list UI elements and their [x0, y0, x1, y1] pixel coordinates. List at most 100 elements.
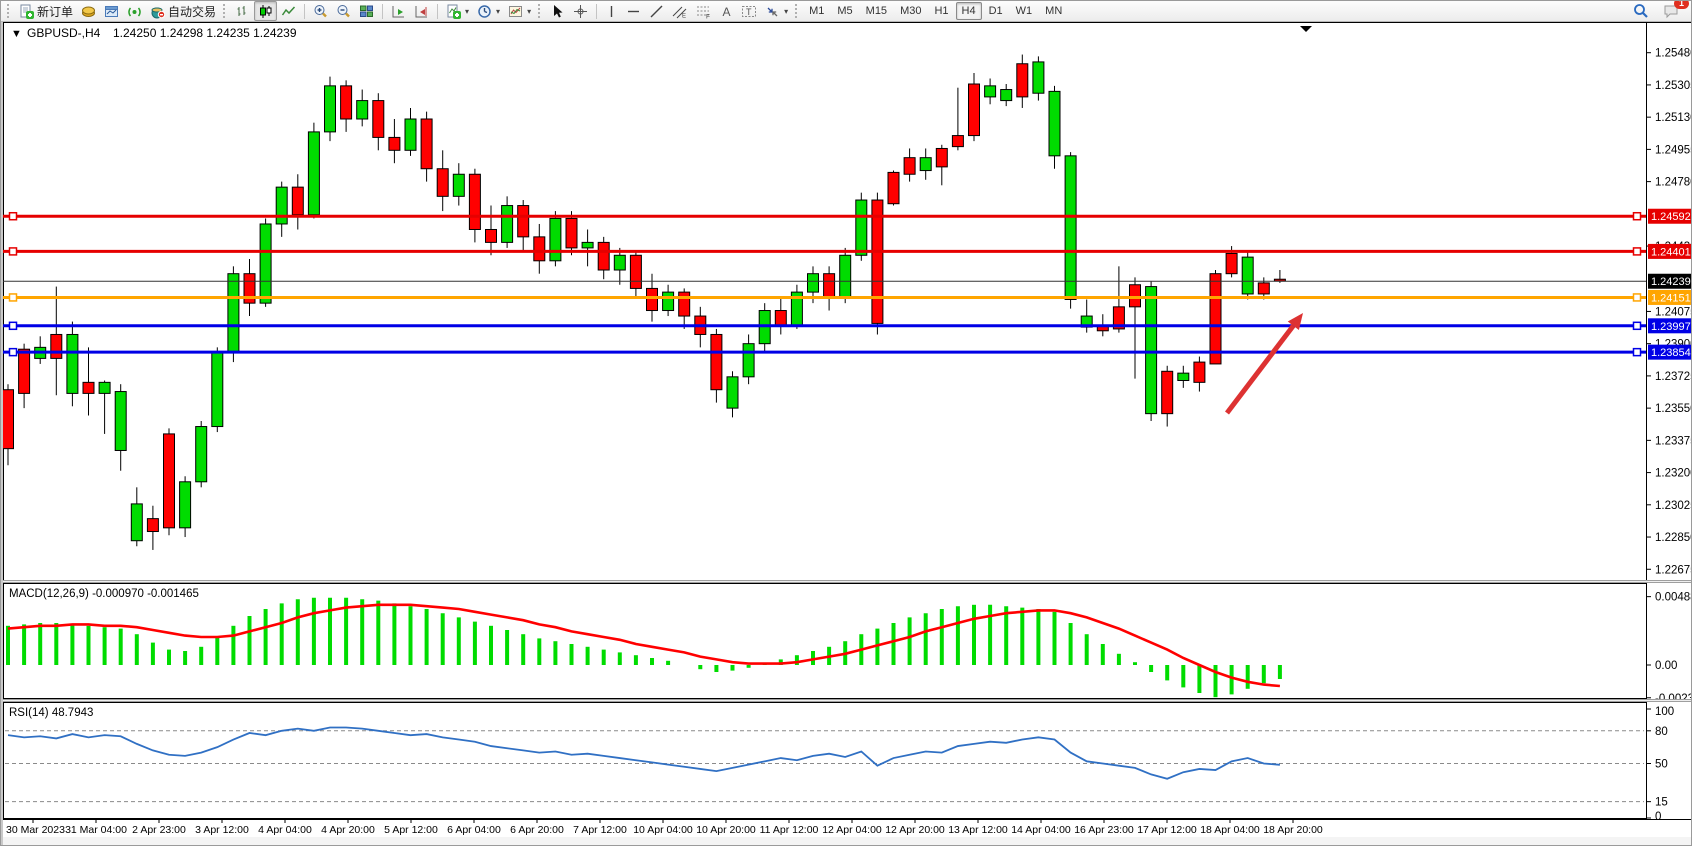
timeframe-button-m1[interactable]: M1: [809, 5, 825, 17]
timeframe-button-m15[interactable]: M15: [865, 5, 888, 17]
candlestick-chart-button[interactable]: [254, 1, 278, 21]
candle-down: [82, 381, 95, 394]
line-handle[interactable]: [1632, 321, 1642, 331]
time-axis-label: 12 Apr 04:00: [822, 824, 882, 836]
line-handle[interactable]: [1632, 247, 1642, 256]
timeframe-button-m5[interactable]: M5: [837, 5, 853, 17]
timeframe-button-h1[interactable]: H1: [934, 5, 949, 17]
line-handle[interactable]: [8, 293, 18, 302]
candle-down: [243, 273, 256, 304]
zoom-out-button[interactable]: [332, 1, 355, 21]
arrows-icon: [767, 7, 778, 16]
candle-down: [629, 254, 642, 289]
candle-up: [1064, 155, 1077, 300]
price-axis-tick: 1.22850: [1655, 532, 1692, 544]
timeframe-button-d1[interactable]: D1: [988, 5, 1003, 17]
new-chart-button[interactable]: [100, 1, 123, 21]
signal-broadcast-icon: [128, 7, 141, 16]
candle-down: [774, 310, 787, 326]
svg-text:A: A: [723, 5, 731, 19]
panel-splitter[interactable]: [3, 699, 1691, 702]
candle-down: [678, 291, 691, 317]
price-badge: [1648, 344, 1691, 360]
market-watch-button[interactable]: [77, 1, 100, 21]
zoom-in-icon: [314, 4, 327, 17]
arrows-button[interactable]: ▾: [761, 1, 792, 21]
price-axis-tick: 1.23200: [1655, 468, 1692, 480]
line-handle[interactable]: [8, 321, 18, 331]
timeframe-button-w1[interactable]: W1: [1015, 5, 1033, 17]
timeframe-button-m30[interactable]: M30: [900, 5, 922, 17]
signals-button[interactable]: [123, 1, 146, 21]
price-axis-tick: 1.22675: [1655, 564, 1692, 576]
chart-shift-icon: [415, 5, 428, 17]
rsi-axis-tick: 80: [1655, 726, 1668, 738]
candle-up: [549, 217, 562, 262]
line-handle[interactable]: [8, 211, 18, 221]
notifications-button[interactable]: 1: [1659, 1, 1689, 21]
chart-shift-marker[interactable]: [1300, 26, 1312, 32]
rsi-axis-tick: 50: [1655, 759, 1668, 771]
time-axis-label: 11 Apr 12:00: [760, 824, 819, 836]
timeframe-button-mn[interactable]: MN: [1045, 5, 1063, 17]
panel-splitter[interactable]: [3, 580, 1691, 583]
quote-ohlc-label: 1.24250 1.24298 1.24235 1.24239: [113, 26, 297, 40]
candle-up: [259, 223, 272, 304]
periods-button[interactable]: ▾: [473, 1, 504, 21]
crosshair-icon: [574, 4, 588, 18]
bar-chart-button[interactable]: [231, 1, 254, 21]
crosshair-button[interactable]: [569, 1, 592, 21]
fibonacci-button[interactable]: F: [692, 1, 716, 21]
time-axis-label: 3 Apr 12:00: [195, 824, 249, 836]
time-axis-label: 2 Apr 23:00: [132, 824, 186, 836]
line-handle[interactable]: [1632, 293, 1642, 302]
cursor-button[interactable]: [546, 1, 569, 21]
auto-scroll-button[interactable]: [387, 1, 410, 21]
text-label-button[interactable]: T: [737, 1, 761, 21]
toolbar-grip[interactable]: [223, 4, 228, 18]
candle-up: [1145, 286, 1158, 415]
rsi-panel[interactable]: 100 80 50 15 0 RSI(14) 48.7943: [3, 702, 1692, 819]
time-axis-label: 30 Mar 2023: [6, 824, 65, 836]
macd-panel[interactable]: 0.004882 0.00 -0.002341 MACD(12,26,9) -0.00…: [3, 583, 1692, 699]
new-order-icon: [20, 4, 34, 19]
zoom-in-button[interactable]: [309, 1, 332, 21]
line-handle[interactable]: [8, 347, 18, 357]
candle-up: [227, 273, 240, 354]
timeframe-button-h4[interactable]: H4: [955, 2, 982, 20]
line-chart-button[interactable]: [277, 1, 300, 21]
price-chart-panel[interactable]: 1.25480 1.25305 1.25130 1.24955 1.24780 1.244…: [3, 22, 1692, 580]
toolbar-grip[interactable]: [538, 4, 543, 18]
new-order-button[interactable]: 新订单: [15, 1, 77, 21]
chart-shift-button[interactable]: [410, 1, 433, 21]
trendline-button[interactable]: [645, 1, 668, 21]
channel-button[interactable]: E: [668, 1, 692, 21]
arrow-annotation-head[interactable]: [1287, 313, 1303, 330]
bar-chart-icon: [237, 5, 246, 16]
toolbar-grip[interactable]: [7, 4, 12, 18]
time-axis-label: 4 Apr 20:00: [321, 824, 375, 836]
arrow-annotation[interactable]: [1225, 324, 1296, 415]
time-axis-label: 31 Mar 04:00: [65, 824, 127, 836]
vertical-line-button[interactable]: [601, 1, 622, 21]
indicators-button[interactable]: ▾: [442, 1, 473, 21]
search-button[interactable]: [1629, 1, 1653, 21]
toolbar-grip[interactable]: [795, 4, 800, 18]
text-button[interactable]: A: [716, 1, 737, 21]
candle-down: [533, 236, 546, 262]
line-handle[interactable]: [1632, 347, 1642, 357]
candles-layer: [3, 54, 1286, 550]
price-badge-label: 1.24592: [1651, 211, 1691, 223]
rsi-axis-tick: 15: [1655, 797, 1668, 809]
candle-down: [565, 217, 578, 249]
horizontal-line-button[interactable]: [622, 1, 645, 21]
line-handle[interactable]: [1632, 211, 1642, 221]
templates-button[interactable]: ▾: [504, 1, 535, 21]
line-handle[interactable]: [8, 247, 18, 256]
price-badge: [1648, 208, 1691, 224]
price-badge: [1648, 318, 1691, 334]
horizontal-line-icon: [628, 10, 640, 12]
price-badge: [1648, 289, 1691, 305]
tile-windows-button[interactable]: [355, 1, 378, 21]
autotrading-button[interactable]: 自动交易: [146, 1, 220, 21]
